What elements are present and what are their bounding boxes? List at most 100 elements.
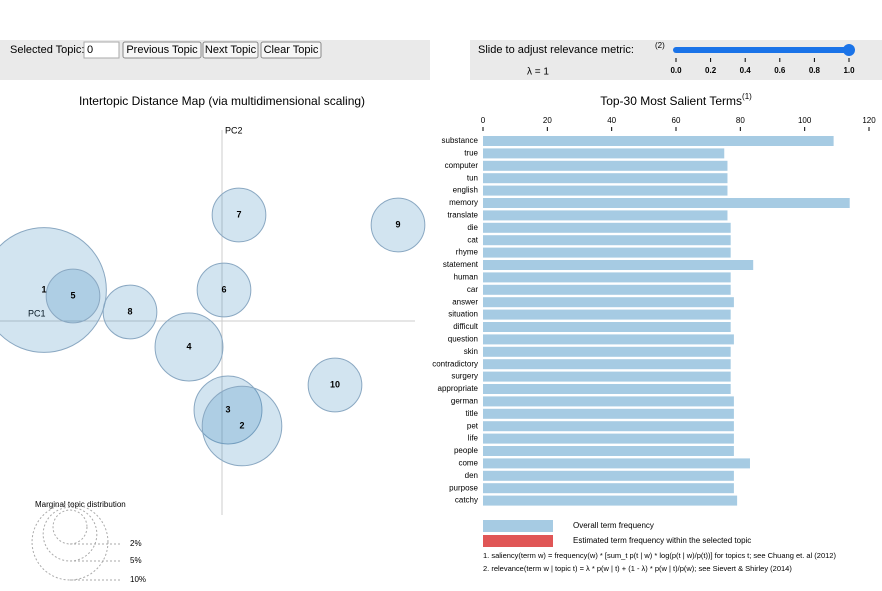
topic-bubble[interactable] bbox=[196, 262, 252, 318]
topic-button[interactable] bbox=[202, 41, 259, 59]
term-label[interactable]: car bbox=[467, 285, 478, 294]
term-label[interactable]: title bbox=[466, 409, 479, 418]
topic-label: 3 bbox=[225, 404, 230, 414]
term-label[interactable]: question bbox=[448, 335, 478, 344]
topic-bubble[interactable] bbox=[0, 227, 107, 353]
term-bar[interactable] bbox=[483, 148, 725, 159]
term-bar[interactable] bbox=[483, 384, 731, 394]
term-bar[interactable] bbox=[483, 495, 738, 506]
term-bar[interactable] bbox=[483, 272, 731, 283]
term-label[interactable]: pet bbox=[467, 421, 479, 430]
term-label[interactable]: german bbox=[451, 397, 478, 406]
topic-bubble[interactable] bbox=[102, 284, 158, 340]
term-bar[interactable] bbox=[483, 446, 734, 456]
term-bar[interactable] bbox=[483, 359, 731, 370]
slider-tick-label: 0.2 bbox=[705, 66, 717, 75]
term-bar[interactable] bbox=[483, 210, 728, 221]
term-bar[interactable] bbox=[483, 309, 731, 320]
term-label[interactable]: true bbox=[464, 149, 478, 158]
size-legend-title: Marginal topic distribution bbox=[35, 500, 126, 509]
slider-tick-label: 0.6 bbox=[774, 66, 786, 75]
term-label[interactable]: rhyme bbox=[456, 248, 479, 257]
term-label[interactable]: situation bbox=[448, 310, 478, 319]
term-bar[interactable] bbox=[483, 346, 731, 357]
topic-label: 10 bbox=[330, 379, 340, 389]
term-label[interactable]: people bbox=[454, 446, 479, 455]
term-bar[interactable] bbox=[483, 136, 834, 146]
term-label[interactable]: purpose bbox=[449, 483, 478, 492]
term-bar[interactable] bbox=[483, 470, 734, 481]
term-bar[interactable] bbox=[483, 408, 734, 419]
term-label[interactable]: skin bbox=[464, 347, 478, 356]
lambda-label: λ = 1 bbox=[527, 67, 549, 78]
term-label[interactable]: die bbox=[467, 223, 478, 232]
term-bar[interactable] bbox=[483, 458, 750, 469]
size-legend-circle bbox=[31, 503, 109, 581]
term-bar[interactable] bbox=[483, 371, 731, 382]
term-label[interactable]: appropriate bbox=[438, 384, 479, 393]
term-label[interactable]: come bbox=[458, 459, 478, 468]
topic-button-label[interactable]: Clear Topic bbox=[264, 44, 319, 56]
bar-title: Top-30 Most Salient Terms(1) bbox=[600, 92, 752, 108]
size-legend-circle bbox=[42, 506, 98, 562]
x-tick-label: 80 bbox=[736, 116, 745, 125]
x-tick-label: 100 bbox=[798, 116, 812, 125]
term-bar[interactable] bbox=[483, 222, 731, 233]
term-bar[interactable] bbox=[483, 198, 850, 208]
footnote: 1. saliency(term w) = frequency(w) * [su… bbox=[483, 551, 836, 560]
term-bar[interactable] bbox=[483, 334, 734, 345]
term-label[interactable]: surgery bbox=[451, 372, 478, 381]
term-bar[interactable] bbox=[483, 260, 754, 270]
topic-button[interactable] bbox=[122, 41, 202, 59]
term-label[interactable]: answer bbox=[452, 297, 478, 306]
term-bar[interactable] bbox=[483, 396, 734, 407]
term-label[interactable]: tun bbox=[467, 173, 478, 182]
term-bar[interactable] bbox=[483, 322, 731, 332]
term-label[interactable]: computer bbox=[445, 161, 479, 170]
term-bar[interactable] bbox=[483, 185, 728, 196]
bar-title-text: Top-30 Most Salient Terms bbox=[600, 94, 742, 108]
topic-bubble[interactable] bbox=[370, 197, 426, 253]
term-bar[interactable] bbox=[483, 284, 731, 295]
slider-thumb[interactable] bbox=[843, 44, 855, 56]
topic-label: 4 bbox=[186, 341, 191, 351]
size-legend-label: 2% bbox=[130, 539, 142, 548]
term-bar[interactable] bbox=[483, 173, 728, 184]
topic-bubble[interactable] bbox=[201, 385, 283, 467]
term-bar[interactable] bbox=[483, 421, 734, 432]
term-label[interactable]: den bbox=[465, 471, 478, 480]
term-label[interactable]: substance bbox=[442, 136, 479, 145]
term-label[interactable]: english bbox=[453, 186, 478, 195]
topic-bubble[interactable] bbox=[211, 187, 267, 243]
term-label[interactable]: contradictory bbox=[432, 359, 478, 368]
term-label[interactable]: difficult bbox=[453, 322, 479, 331]
topic-input-value[interactable]: 0 bbox=[87, 44, 93, 56]
term-label[interactable]: statement bbox=[443, 260, 479, 269]
topic-input[interactable] bbox=[83, 41, 120, 59]
topic-button-label[interactable]: Previous Topic bbox=[126, 44, 198, 56]
term-bar[interactable] bbox=[483, 160, 728, 171]
term-bar[interactable] bbox=[483, 247, 731, 258]
pc1-label: PC1 bbox=[28, 308, 46, 318]
term-bar[interactable] bbox=[483, 297, 734, 308]
term-bar[interactable] bbox=[483, 235, 731, 246]
x-tick-label: 20 bbox=[543, 116, 552, 125]
term-label[interactable]: translate bbox=[447, 211, 478, 220]
topic-button-label[interactable]: Next Topic bbox=[205, 44, 257, 56]
term-label[interactable]: life bbox=[468, 434, 479, 443]
term-label[interactable]: catchy bbox=[455, 496, 478, 505]
slider-label: Slide to adjust relevance metric: bbox=[478, 44, 634, 56]
topic-button[interactable] bbox=[260, 41, 322, 59]
term-label[interactable]: cat bbox=[467, 235, 478, 244]
topic-bubble[interactable] bbox=[154, 312, 224, 382]
term-label[interactable]: memory bbox=[449, 198, 478, 207]
term-bar[interactable] bbox=[483, 483, 734, 494]
slider-tick-label: 0.4 bbox=[740, 66, 752, 75]
term-label[interactable]: human bbox=[454, 273, 478, 282]
term-bar[interactable] bbox=[483, 433, 734, 444]
topic-bubble[interactable] bbox=[193, 375, 263, 445]
bar-title-note: (1) bbox=[742, 92, 752, 101]
topic-bubble[interactable] bbox=[307, 357, 363, 413]
topic-bubble[interactable] bbox=[45, 268, 101, 324]
